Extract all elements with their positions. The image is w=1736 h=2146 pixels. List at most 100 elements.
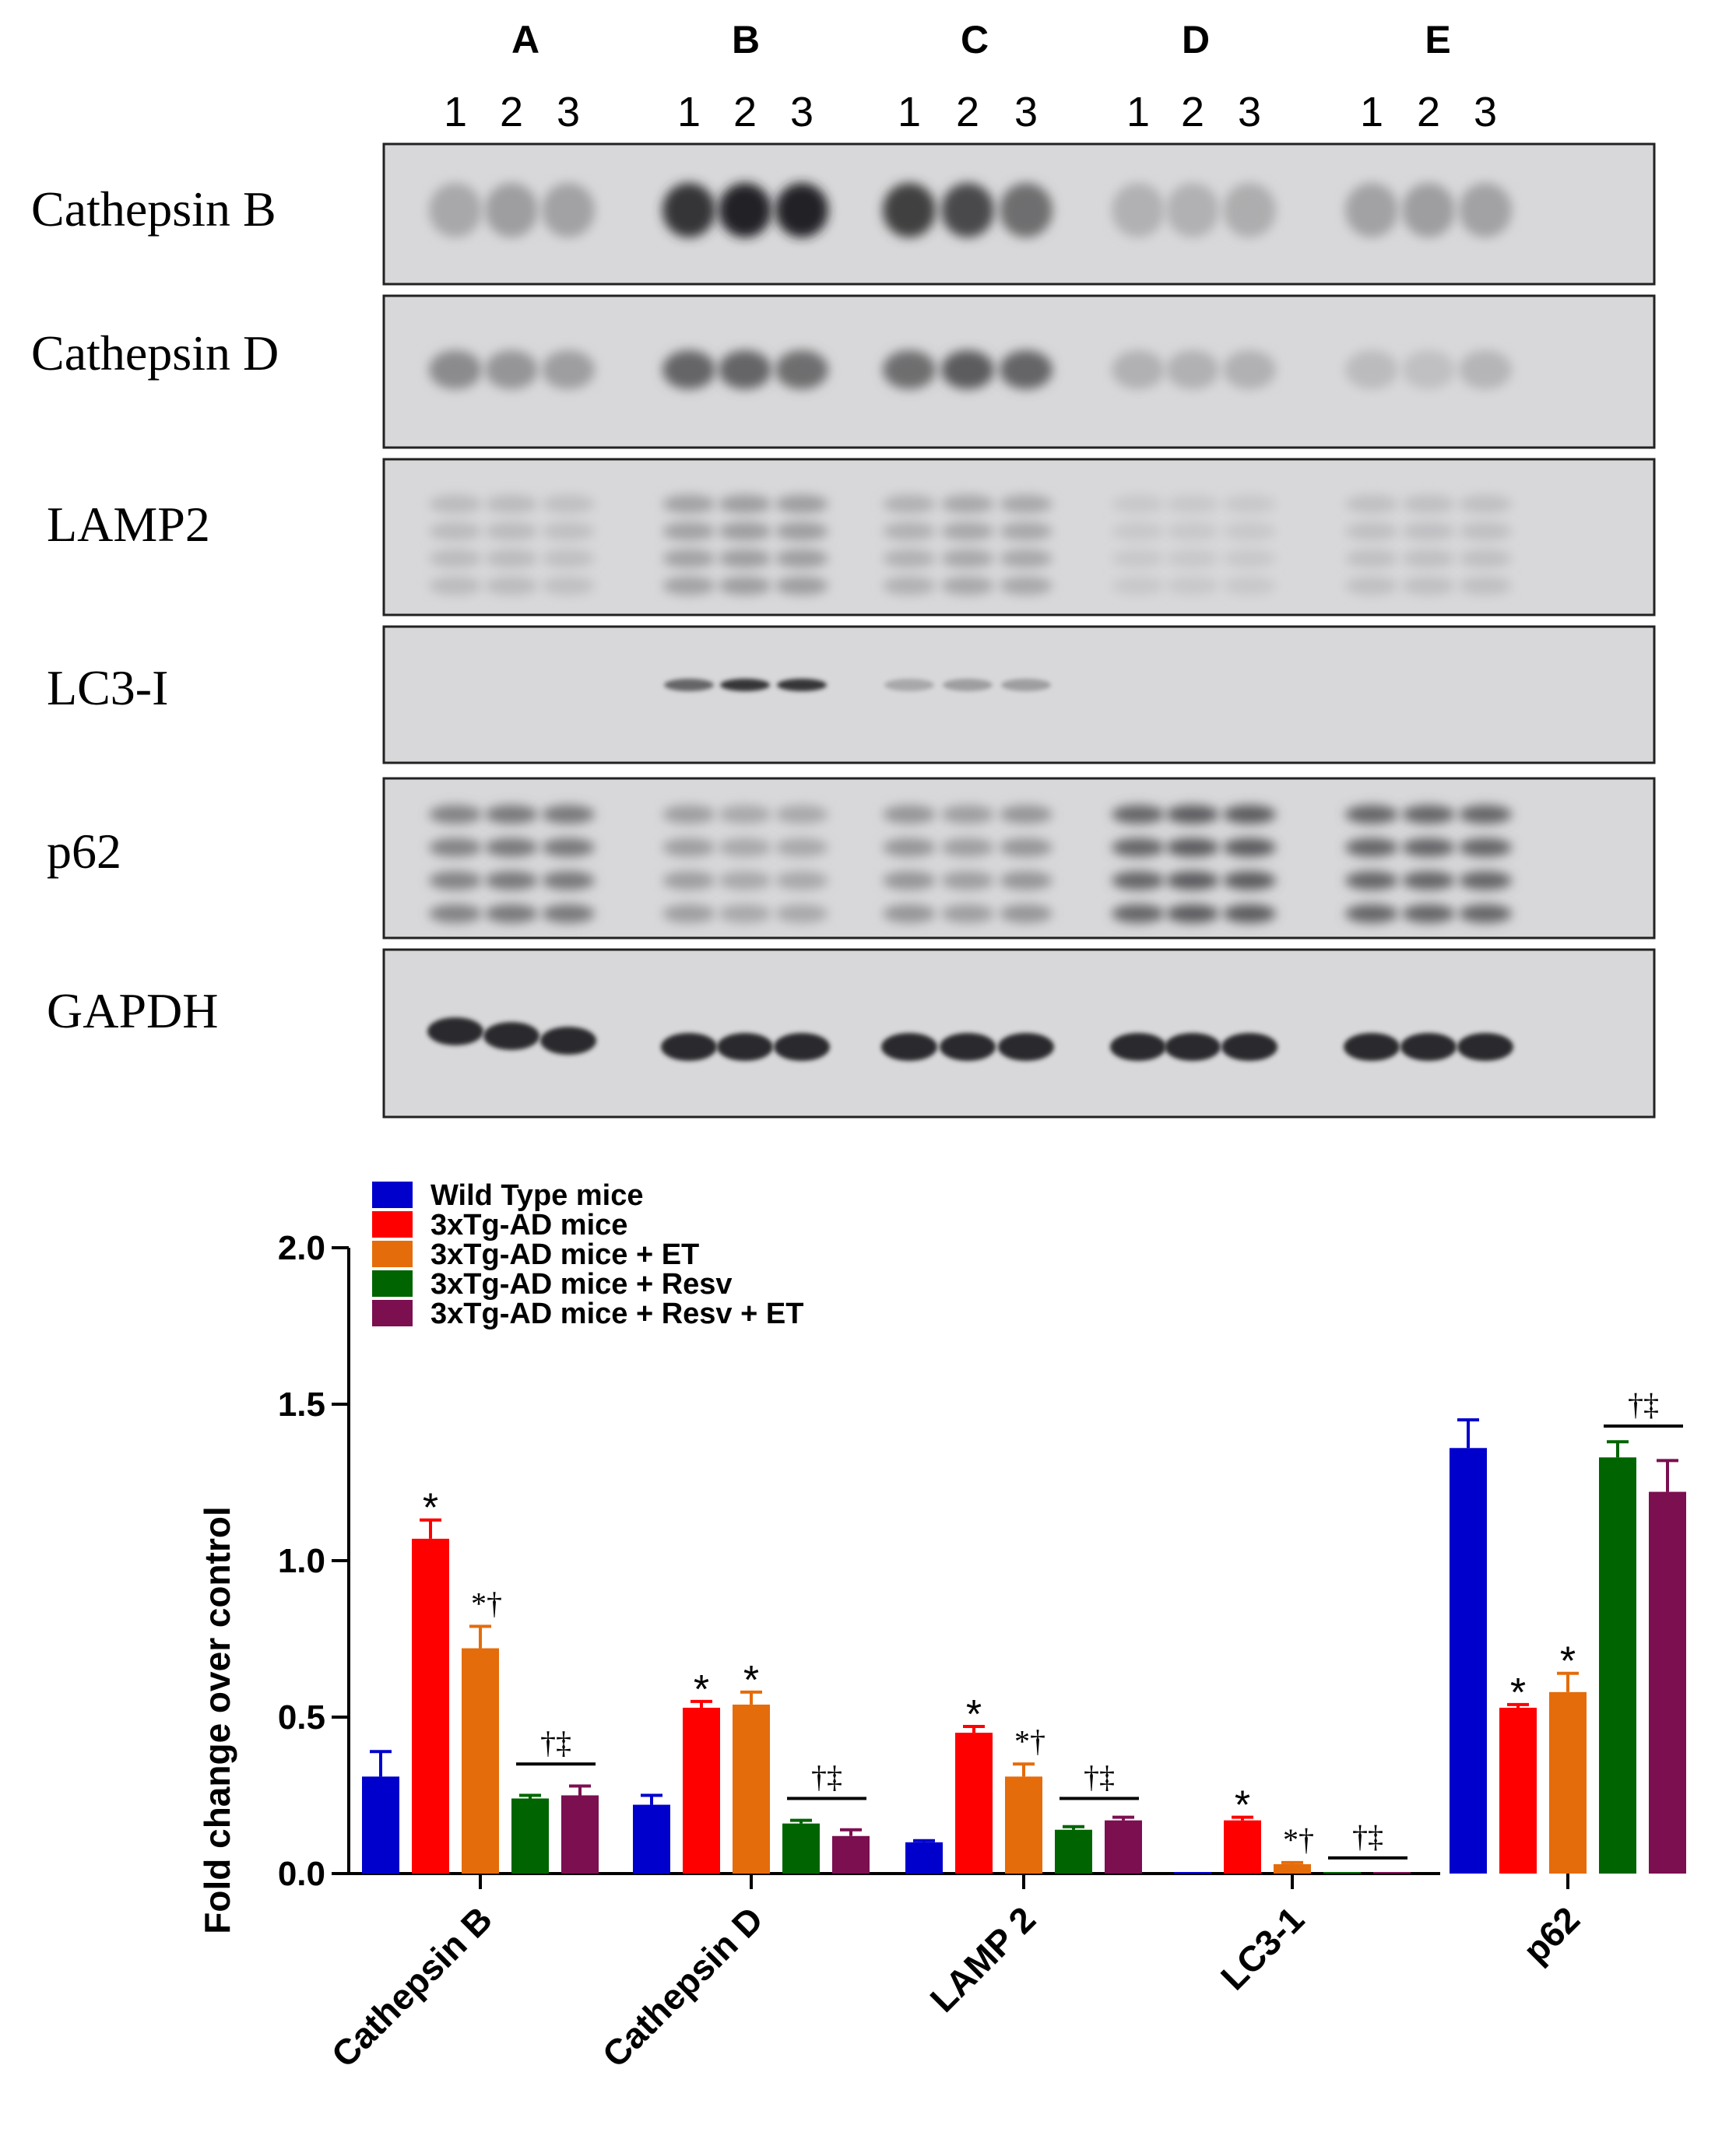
blot-band (485, 904, 538, 923)
blot-band (941, 183, 994, 237)
bar (1055, 1829, 1092, 1874)
blot-rows: Cathepsin B Cathepsin D LAMP2 LC3-I p62 GAPDH (31, 142, 1656, 1119)
significance-label: * (1510, 1670, 1526, 1716)
blot-row: LC3-I (47, 625, 1656, 764)
legend-label: 3xTg-AD mice + Resv (430, 1268, 733, 1301)
blot-band (542, 576, 595, 595)
blot-band (662, 549, 715, 568)
blot-band (883, 871, 936, 890)
blot-band (1459, 904, 1512, 923)
blot-band (719, 871, 771, 890)
blot-row: Cathepsin B (31, 142, 1656, 286)
blot-group-label: D (1182, 18, 1210, 61)
x-tick-label: LC3-1 (1213, 1898, 1312, 1997)
blot-band (1459, 350, 1512, 389)
blot-band (1166, 350, 1219, 389)
significance-label: *† (471, 1586, 502, 1621)
blot-row: GAPDH (47, 948, 1656, 1119)
blot-band (883, 904, 936, 923)
significance-label: †‡ (811, 1760, 842, 1795)
blot-band (1166, 838, 1219, 857)
blot-band (1112, 871, 1165, 890)
blot-band (1459, 871, 1512, 890)
blot-band (661, 1033, 717, 1061)
blot-band (429, 871, 482, 890)
blot-band (1402, 183, 1455, 237)
blot-band (1000, 183, 1052, 237)
bar (733, 1704, 770, 1874)
blot-band (662, 494, 715, 514)
blot-band (1459, 549, 1512, 568)
bar (511, 1798, 549, 1874)
bar (561, 1795, 599, 1874)
significance-label: †‡ (1352, 1819, 1383, 1854)
blot-band (542, 350, 595, 389)
blot-band (883, 522, 936, 541)
blot-band (664, 679, 714, 691)
blot-band (542, 805, 595, 824)
bar (1649, 1491, 1686, 1874)
blot-band (485, 183, 538, 237)
blot-band (1001, 679, 1051, 691)
blot-band (429, 549, 482, 568)
blot-membrane (382, 625, 1656, 764)
blot-band (720, 679, 770, 691)
blot-band (485, 522, 538, 541)
bar (633, 1804, 670, 1874)
blot-band (485, 350, 538, 389)
blot-band (1459, 494, 1512, 514)
blot-band (719, 350, 771, 389)
x-tick-label: p62 (1515, 1898, 1587, 1971)
blot-band (1000, 838, 1052, 857)
significance-label: * (423, 1486, 438, 1531)
blot-band (1459, 838, 1512, 857)
blot-band (883, 494, 936, 514)
blot-band (429, 576, 482, 595)
blot-band (719, 522, 771, 541)
y-tick-label: 1.5 (278, 1386, 325, 1424)
blot-band (1110, 1033, 1166, 1061)
blot-band (542, 904, 595, 923)
bar (1549, 1691, 1587, 1874)
legend-label: 3xTg-AD mice + ET (430, 1238, 699, 1271)
blot-row-label: GAPDH (47, 983, 218, 1038)
blot-band (941, 350, 994, 389)
blot-band (1345, 904, 1398, 923)
blot-row: p62 (47, 777, 1656, 940)
y-tick-label: 2.0 (278, 1229, 325, 1267)
blot-band (1345, 549, 1398, 568)
legend-swatch (372, 1241, 413, 1267)
blot-band (1344, 1033, 1400, 1061)
blot-band (485, 871, 538, 890)
blot-band (719, 494, 771, 514)
blot-group-label: A (511, 18, 539, 61)
bars (362, 1418, 1686, 1874)
bar (1450, 1448, 1487, 1874)
blot-band (1166, 805, 1219, 824)
blot-band (1166, 576, 1219, 595)
blot-lane-label: 3 (1238, 89, 1261, 135)
blot-lane-label: 2 (1181, 89, 1204, 135)
blot-band (941, 871, 994, 890)
blot-membrane (382, 948, 1656, 1119)
blot-band (719, 183, 771, 237)
blot-lane-label: 2 (733, 89, 757, 135)
blot-band (1000, 871, 1052, 890)
blot-band (429, 183, 482, 237)
significance-label: * (694, 1667, 709, 1712)
blot-band (775, 183, 828, 237)
bar (1005, 1776, 1042, 1874)
blot-band (1400, 1033, 1457, 1061)
blot-band (943, 679, 993, 691)
blot-band (542, 549, 595, 568)
blot-band (719, 805, 771, 824)
blot-band (429, 522, 482, 541)
bar (412, 1538, 449, 1874)
blot-band (883, 183, 936, 237)
bar (462, 1648, 499, 1874)
blot-band (719, 838, 771, 857)
blot-band (1402, 494, 1455, 514)
bar (1274, 1863, 1311, 1874)
blot-row-label: LC3-I (47, 660, 168, 715)
